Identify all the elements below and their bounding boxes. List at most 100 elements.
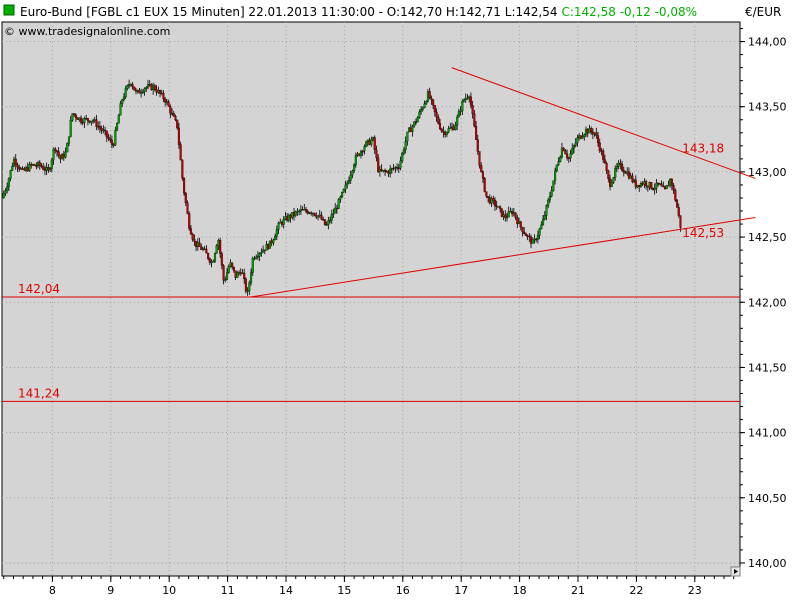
candle-body [608,178,612,187]
candle-body [213,253,217,262]
candle-body [382,170,385,172]
candle-body [9,170,12,179]
candle-body [584,128,588,135]
grid [2,22,740,576]
x-tick-label: 17 [454,584,468,597]
candle-body [657,182,660,185]
candle-body [255,256,258,259]
candle-body [370,139,373,145]
candle-body [200,246,203,250]
candle-body [64,151,67,158]
candle-body [57,151,60,156]
candle-body [318,214,321,217]
change-text: C:142,58 -0,12 -0,08% [561,5,697,19]
candle-body [550,190,553,197]
candle-body [402,149,405,154]
candle-body [646,185,649,188]
candle-body [414,121,418,123]
x-tick-label: 15 [337,584,351,597]
candle-body [208,258,211,263]
candle-body [54,148,57,151]
candle-body [212,261,215,263]
candle-body [170,112,174,115]
candle-body [280,222,284,225]
currency-label: €/EUR [745,5,781,19]
candle-body [45,167,48,171]
candle-body [483,177,486,192]
candle-body [263,249,266,252]
candle-body [677,207,680,216]
candle-body [323,219,326,226]
candle-body [651,188,655,190]
candle-body [507,211,510,218]
candle-body [296,210,299,213]
candle-body [547,199,550,206]
candle-body [488,197,491,204]
candle-body [548,196,551,201]
candle-body [152,85,155,91]
candle-body [607,170,610,179]
candle-body [268,240,272,249]
candle-body [183,178,186,194]
candle-body [129,83,132,86]
candle-body [236,272,239,278]
candle-body [219,240,222,254]
candle-body [578,135,581,138]
x-tick-label: 9 [107,584,114,597]
candle-body [459,110,462,113]
candle-body [574,142,577,146]
y-tick-label: 141,50 [748,361,787,374]
candle-body [40,165,43,168]
candle-body [497,206,500,208]
candle-body [121,99,124,104]
candle-body [406,131,409,142]
candle-body [313,212,316,216]
candle-body [61,154,64,160]
candle-body [110,139,113,145]
candle-body [126,85,129,89]
candle-body [571,148,574,154]
candle-body [617,162,620,167]
candle-body [569,153,572,159]
candle-body [602,150,605,160]
candle-body [7,178,10,188]
candle-body [95,119,98,127]
candle-body [232,266,235,271]
candle-body [88,120,91,123]
candle-body [195,241,198,247]
candle-body [499,206,502,209]
candle-body [423,103,426,108]
y-tick-label: 143,00 [748,166,787,179]
candle-body [502,214,505,217]
candle-body [325,224,328,226]
candle-body [552,180,555,191]
candle-body [284,216,287,220]
candle-body [86,118,89,121]
candle-body [157,90,160,93]
candle-body [426,91,430,102]
candle-body [42,166,45,170]
candle-body [310,212,313,214]
candle-body [35,165,38,167]
candle-body [167,101,170,107]
candle-body [359,150,363,156]
candle-body [231,262,234,268]
candle-body [643,181,646,185]
candle-body [354,155,357,166]
candle-body [481,171,484,179]
candle-body [327,220,330,225]
candle-body [450,126,454,129]
candle-body [287,215,290,221]
candle-body [425,101,428,104]
x-tick-label: 21 [571,584,585,597]
candle-body [148,84,151,86]
candle-body [545,205,548,216]
x-tick-label: 8 [49,584,56,597]
x-tick-label: 10 [162,584,176,597]
candle-body [511,211,514,215]
candle-body [337,199,340,209]
candle-body [356,153,359,156]
candle-body [505,216,509,219]
candle-body [198,242,201,247]
trend-lines: 142,04 141,24 [2,67,756,402]
